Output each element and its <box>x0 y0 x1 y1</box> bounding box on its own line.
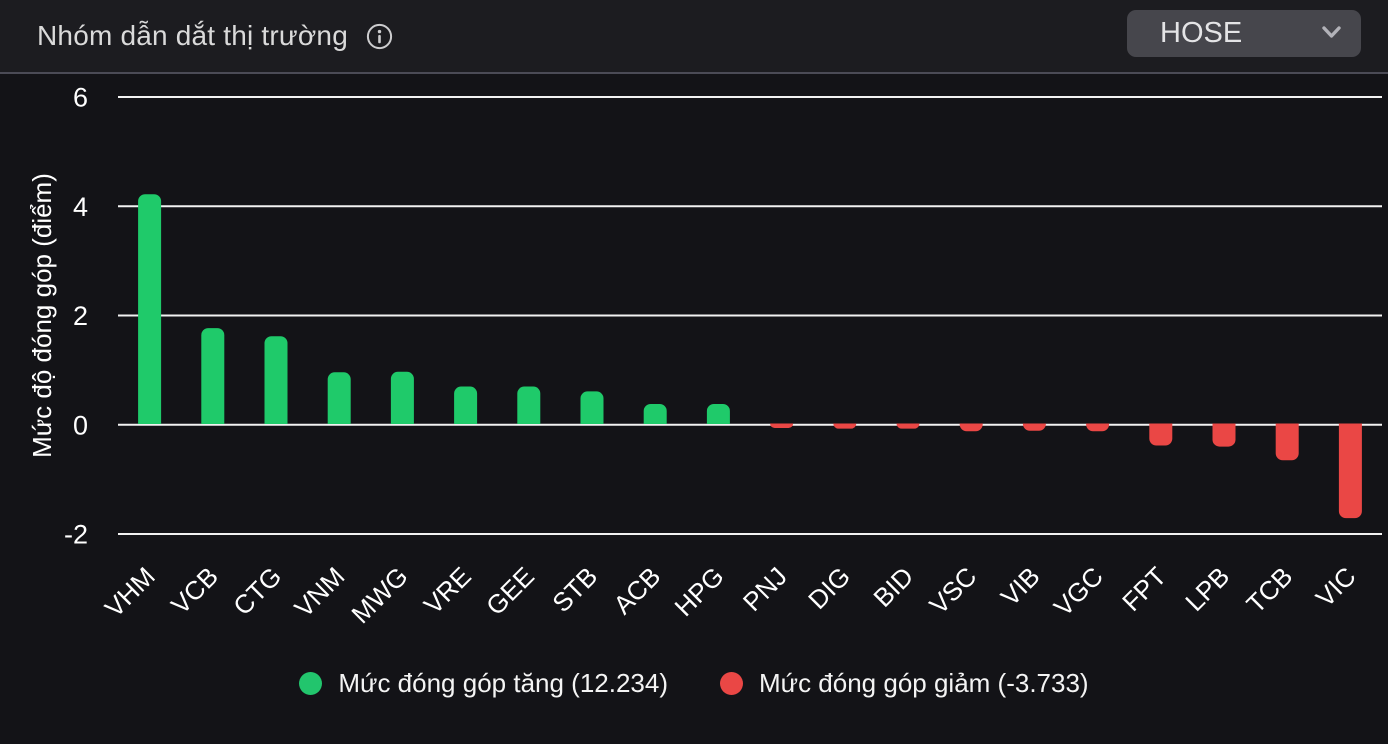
x-tick-label-BID: BID <box>867 561 919 613</box>
bar-DIG[interactable] <box>833 423 857 429</box>
x-tick-label-MWG: MWG <box>345 561 413 629</box>
bar-VIB[interactable] <box>1022 423 1046 431</box>
x-tick-label-STB: STB <box>546 561 603 618</box>
y-tick-label-4: 4 <box>73 192 88 222</box>
x-tick-label-DIG: DIG <box>802 561 856 615</box>
bar-ACB[interactable] <box>643 403 667 425</box>
bar-VNM[interactable] <box>327 372 351 425</box>
y-tick-label--2: -2 <box>64 520 88 550</box>
y-tick-label-0: 0 <box>73 410 88 440</box>
x-tick-label-VSC: VSC <box>923 561 982 620</box>
bar-TCB[interactable] <box>1275 423 1299 461</box>
bar-BID[interactable] <box>896 423 920 429</box>
legend-dot-negative <box>720 672 744 695</box>
x-tick-label-VNM: VNM <box>288 561 350 623</box>
bar-VSC[interactable] <box>959 423 983 432</box>
x-tick-label-PNJ: PNJ <box>737 561 793 617</box>
x-tick-label-LPB: LPB <box>1179 561 1235 617</box>
y-axis-title: Mức độ đóng góp (điểm) <box>27 173 57 458</box>
legend-dot-positive <box>299 672 323 695</box>
bar-VGC[interactable] <box>1086 423 1110 432</box>
x-tick-label-HPG: HPG <box>669 561 730 622</box>
x-tick-label-VIB: VIB <box>995 561 1046 612</box>
exchange-dropdown-value: HOSE <box>1160 17 1243 49</box>
y-tick-label-2: 2 <box>73 301 88 331</box>
bar-VCB[interactable] <box>201 328 225 425</box>
x-tick-label-VGC: VGC <box>1048 561 1109 622</box>
bar-CTG[interactable] <box>264 336 288 425</box>
legend-item-negative[interactable]: Mức đóng góp giảm (-3.733) <box>720 668 1089 699</box>
panel-header: Nhóm dẫn dắt thị trường HOSE <box>0 0 1388 74</box>
bar-VHM[interactable] <box>138 194 162 425</box>
y-tick-label-6: 6 <box>73 83 88 113</box>
x-tick-label-FPT: FPT <box>1116 561 1172 617</box>
exchange-dropdown[interactable]: HOSE <box>1127 10 1361 57</box>
x-tick-label-VIC: VIC <box>1310 561 1362 613</box>
chevron-down-icon <box>1322 26 1341 38</box>
bar-MWG[interactable] <box>390 371 414 425</box>
legend-label-positive: Mức đóng góp tăng (12.234) <box>338 668 669 698</box>
bar-VIC[interactable] <box>1338 423 1362 519</box>
bar-LPB[interactable] <box>1212 423 1236 447</box>
x-tick-label-ACB: ACB <box>607 561 666 620</box>
x-tick-label-CTG: CTG <box>227 561 287 621</box>
info-circle-icon[interactable] <box>366 23 393 50</box>
panel-title: Nhóm dẫn dắt thị trường <box>37 20 348 51</box>
bar-VRE[interactable] <box>454 386 478 425</box>
bar-FPT[interactable] <box>1149 423 1173 446</box>
bar-GEE[interactable] <box>517 386 541 425</box>
x-tick-label-VHM: VHM <box>99 561 161 623</box>
legend-label-negative: Mức đóng góp giảm (-3.733) <box>759 668 1089 698</box>
x-tick-label-TCB: TCB <box>1240 561 1298 619</box>
legend-item-positive[interactable]: Mức đóng góp tăng (12.234) <box>299 668 668 699</box>
bar-PNJ[interactable] <box>770 423 794 429</box>
x-tick-label-VCB: VCB <box>165 561 224 620</box>
bar-STB[interactable] <box>580 391 604 425</box>
x-tick-label-GEE: GEE <box>480 561 540 621</box>
bar-HPG[interactable] <box>706 403 730 425</box>
chart-legend: Mức đóng góp tăng (12.234) Mức đóng góp … <box>0 668 1388 699</box>
x-tick-label-VRE: VRE <box>418 561 477 620</box>
